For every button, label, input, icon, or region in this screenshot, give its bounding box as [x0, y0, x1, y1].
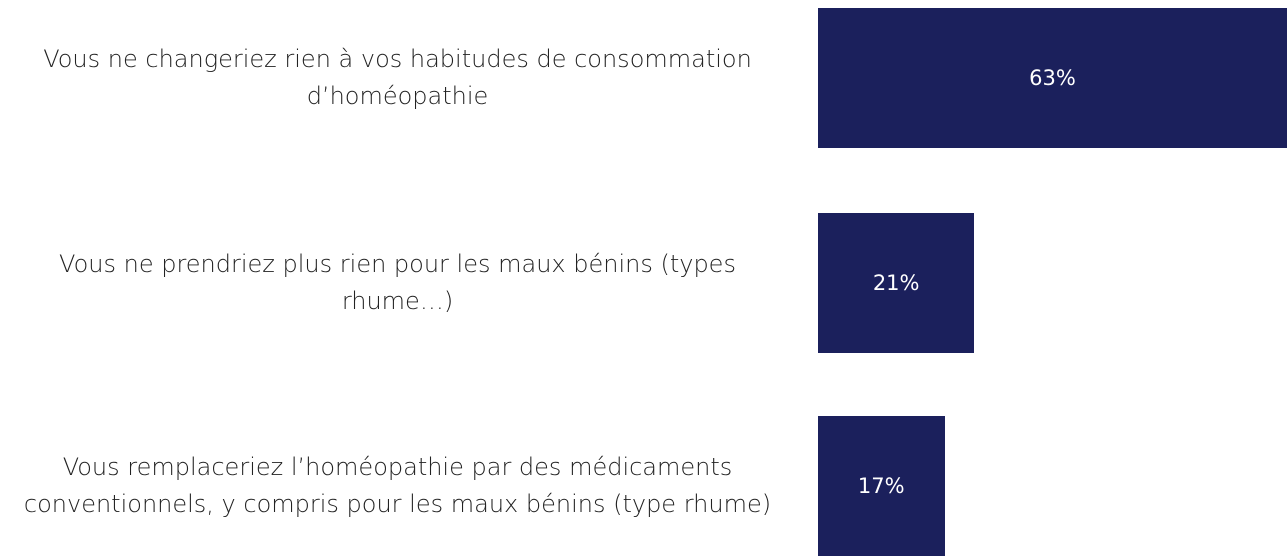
bar: [818, 8, 1287, 148]
category-label: Vous ne prendriez plus rien pour les mau…: [59, 250, 736, 315]
value-label: 21%: [872, 271, 920, 295]
category-label: Vous remplaceriez l’homéopathie par des …: [23, 453, 772, 518]
bar: [818, 416, 945, 556]
category-label: Vous ne changeriez rien à vos habitudes …: [43, 45, 752, 110]
value-label: 63%: [1029, 66, 1076, 90]
value-label: 17%: [857, 474, 905, 498]
bar: [818, 213, 975, 353]
